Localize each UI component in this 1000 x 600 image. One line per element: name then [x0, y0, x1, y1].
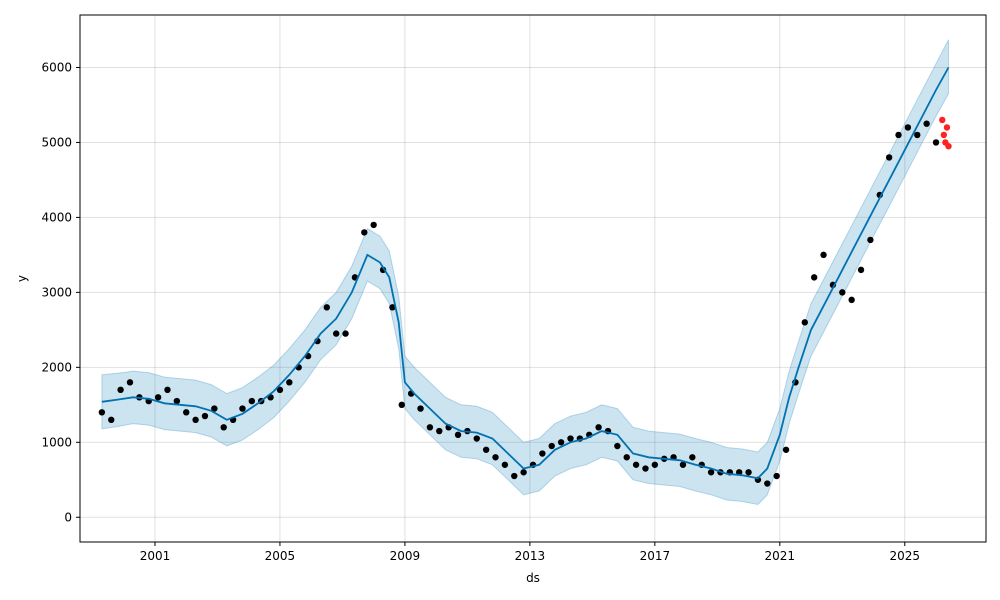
actual-point — [454, 431, 462, 439]
actual-point — [117, 386, 124, 394]
x-tick-label: 2005 — [265, 549, 296, 563]
actual-point — [370, 221, 377, 229]
actual-point — [286, 379, 293, 386]
x-tick-label: 2021 — [765, 549, 796, 563]
actual-point — [857, 266, 865, 274]
y-axis-label: y — [15, 275, 29, 282]
actual-point — [323, 304, 331, 311]
actual-point — [520, 469, 527, 476]
actual-point — [154, 394, 162, 401]
actual-point — [436, 427, 443, 435]
actual-point — [735, 469, 743, 476]
actual-point — [192, 416, 199, 424]
forecast-line-layer — [101, 67, 950, 480]
actual-point — [492, 454, 499, 461]
actual-point — [539, 450, 546, 457]
actual-point — [773, 472, 780, 480]
actual-point — [389, 304, 396, 311]
actual-point — [548, 442, 555, 450]
actual-point — [632, 461, 640, 468]
actual-point — [595, 424, 602, 431]
actual-point — [248, 397, 256, 405]
actual-point — [923, 120, 930, 127]
actual-point — [239, 405, 246, 412]
x-tick-label: 2009 — [390, 549, 421, 563]
actual-point — [220, 424, 227, 431]
actual-point — [839, 289, 846, 296]
y-tick-label: 4000 — [41, 210, 72, 224]
gridlines — [80, 15, 986, 542]
actual-point — [183, 409, 190, 416]
actual-point — [848, 296, 855, 304]
holdout-point — [940, 131, 948, 139]
actual-point — [473, 435, 480, 442]
actual-point — [276, 386, 284, 394]
y-tick-label: 3000 — [41, 285, 72, 299]
actual-point — [164, 386, 171, 394]
actual-point — [764, 480, 771, 487]
x-tick-label: 2017 — [640, 549, 671, 563]
actual-point — [642, 465, 649, 472]
actual-point — [501, 461, 509, 468]
holdout-point — [943, 124, 951, 131]
actual-point — [820, 251, 827, 259]
y-tick-label: 5000 — [41, 135, 72, 149]
y-tick-label: 1000 — [41, 435, 72, 449]
actual-point — [332, 330, 340, 337]
actual-point — [398, 401, 405, 409]
uncertainty-band — [101, 39, 949, 506]
actual-point — [623, 454, 630, 461]
actual-point — [211, 405, 218, 412]
uncertainty-band-layer — [101, 39, 949, 506]
actual-point — [689, 454, 696, 461]
actual-point — [932, 139, 940, 146]
actual-point — [651, 461, 659, 468]
actual-point — [885, 154, 893, 161]
x-axis-ticks: 2001 2005 2009 2013 2017 2021 2025 — [140, 542, 920, 563]
y-tick-label: 2000 — [41, 360, 72, 374]
actual-point — [342, 330, 349, 337]
actual-point — [361, 229, 368, 236]
x-tick-label: 2013 — [515, 549, 546, 563]
actual-point — [126, 379, 134, 386]
actual-point — [173, 397, 181, 405]
forecast-line — [101, 67, 950, 480]
x-axis-label: ds — [526, 571, 540, 585]
actual-point — [801, 319, 808, 326]
actual-point — [417, 405, 424, 412]
x-tick-label: 2025 — [889, 549, 920, 563]
actual-point — [511, 472, 518, 480]
actual-point — [810, 274, 818, 281]
actual-point — [867, 236, 874, 244]
y-tick-label: 6000 — [41, 60, 72, 74]
holdout-points-layer — [939, 116, 952, 150]
actual-point — [108, 416, 115, 424]
actual-point — [707, 469, 715, 476]
actual-point — [914, 131, 921, 139]
y-axis-ticks: 0 1000 2000 3000 4000 5000 6000 — [41, 60, 80, 524]
actual-point — [98, 409, 106, 416]
actual-point — [904, 124, 912, 131]
holdout-point — [939, 116, 946, 124]
plot-frame — [79, 14, 987, 543]
y-tick-label: 0 — [64, 510, 72, 524]
actual-point — [614, 442, 621, 450]
holdout-point — [945, 142, 952, 150]
x-tick-label: 2001 — [140, 549, 171, 563]
actual-point — [745, 469, 752, 476]
actual-point — [201, 412, 209, 420]
actual-point — [482, 446, 490, 453]
actual-point — [557, 439, 565, 446]
actual-point — [679, 461, 687, 468]
actual-point — [782, 446, 790, 453]
actual-point — [895, 131, 902, 139]
actual-point — [426, 424, 434, 431]
actual-point — [567, 435, 574, 442]
